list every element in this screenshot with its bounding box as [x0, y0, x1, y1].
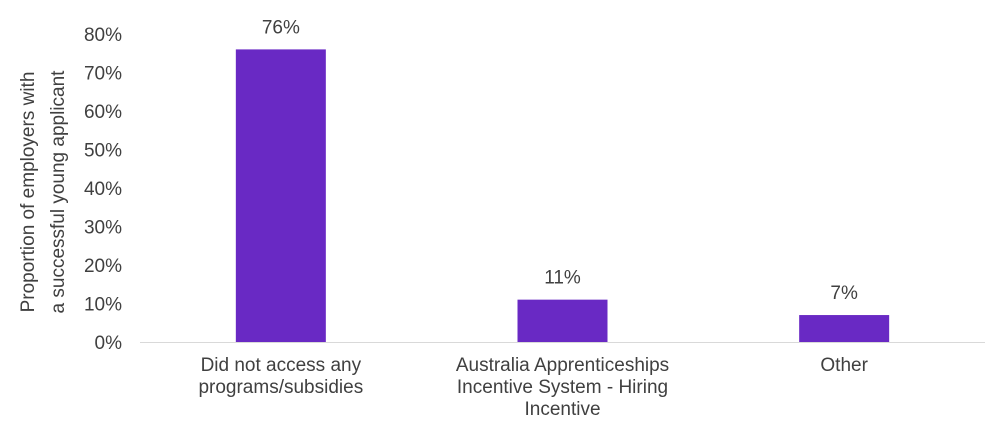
- x-category-label: Other: [820, 355, 868, 376]
- y-tick-label: 70%: [84, 64, 122, 85]
- data-label: 76%: [262, 17, 300, 38]
- y-tick-label: 50%: [84, 141, 122, 162]
- y-axis-title-line: a successful young applicant: [48, 70, 69, 314]
- bars: [235, 49, 890, 343]
- bar: [517, 299, 608, 342]
- y-tick-label: 30%: [84, 218, 122, 239]
- y-axis-title: Proportion of employers with a successful…: [18, 70, 69, 314]
- y-tick-label: 20%: [84, 256, 122, 277]
- bar: [235, 49, 326, 343]
- y-tick-label: 60%: [84, 102, 122, 123]
- y-tick-label: 80%: [84, 25, 122, 46]
- y-axis-title-text: Proportion of employers with a successful…: [18, 70, 69, 314]
- data-label: 7%: [830, 283, 858, 304]
- y-tick-label: 10%: [84, 295, 122, 316]
- y-axis-ticks: 0% 10% 20% 30% 40% 50% 60% 70% 80%: [84, 25, 122, 354]
- y-tick-label: 40%: [84, 179, 122, 200]
- x-category-label: Did not access any programs/subsidies: [198, 355, 364, 398]
- bar: [799, 315, 890, 342]
- data-labels: 76% 11% 7%: [262, 17, 858, 304]
- y-tick-label: 0%: [95, 333, 123, 354]
- x-category-label: Australia Apprenticeships Incentive Syst…: [455, 355, 670, 420]
- y-axis-title-line: Proportion of employers with: [18, 72, 39, 313]
- data-label: 11%: [544, 268, 581, 289]
